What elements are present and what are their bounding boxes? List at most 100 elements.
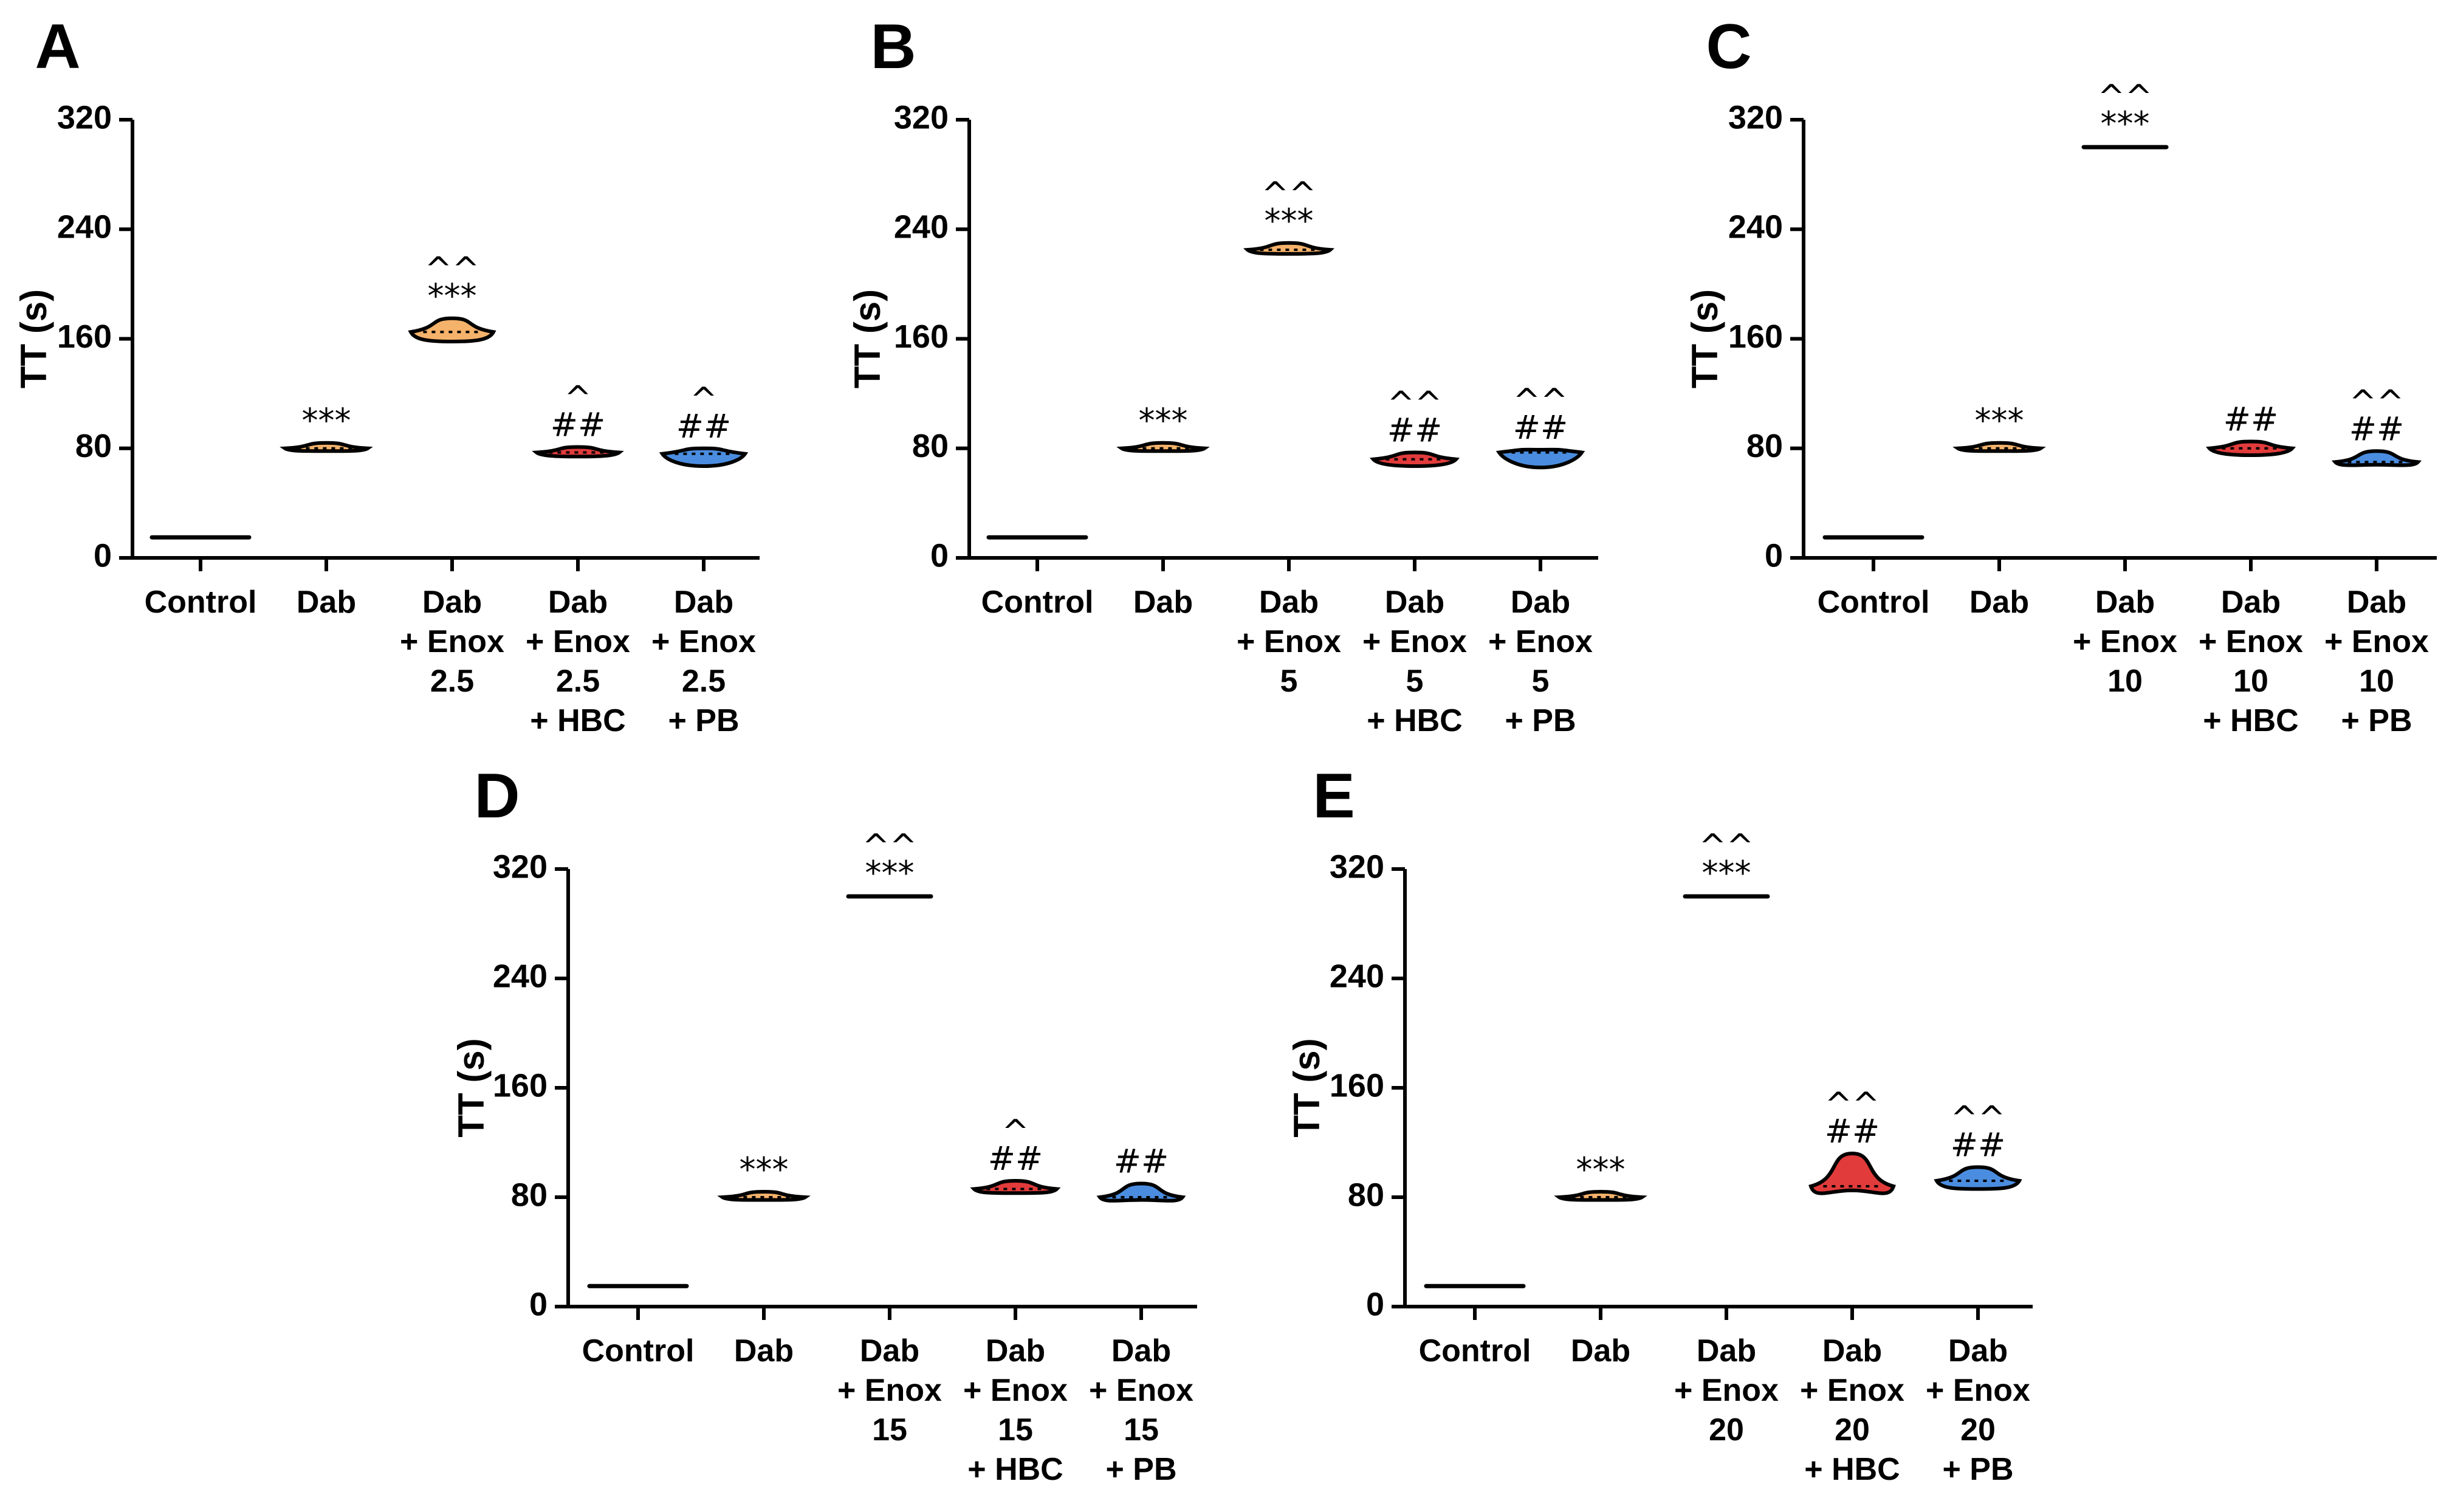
x-tick-label: + PB <box>1942 1452 2013 1487</box>
x-tick-label: 10 <box>2107 664 2143 699</box>
violin <box>1952 441 2046 453</box>
panel-a: A TT (s) 0 80 160 240 320 Control Dab *** Dab + Eno… <box>13 12 760 738</box>
x-tick-label: 20 <box>1835 1412 1870 1448</box>
x-tick-label: Dab <box>1511 585 1570 620</box>
x-tick-label: + Enox <box>2324 624 2429 659</box>
x-tick-label: Control <box>145 585 257 620</box>
y-tick-label: 240 <box>493 958 548 994</box>
x-tick-label: Dab <box>2347 585 2406 620</box>
x-tick-label: Control <box>981 585 1094 620</box>
x-tick-label: + Enox <box>651 624 756 659</box>
violin <box>717 1189 811 1202</box>
significance-marker: ^ <box>690 380 717 419</box>
x-tick-label: Dab <box>1969 585 2029 620</box>
y-tick-label: 320 <box>894 99 949 136</box>
x-tick-label: Dab <box>1948 1333 2008 1369</box>
x-tick-label: + HBC <box>2203 703 2298 738</box>
y-tick-label: 320 <box>1330 848 1384 885</box>
violin <box>1934 1165 2022 1191</box>
x-tick-label: Dab <box>2221 585 2281 620</box>
violin <box>970 1178 1061 1195</box>
x-tick-label: 20 <box>1960 1412 1996 1448</box>
violin <box>1243 241 1335 256</box>
x-tick-label: 2.5 <box>682 664 726 699</box>
y-tick-label: 320 <box>1728 99 1783 136</box>
x-tick-label: + PB <box>1505 703 1576 738</box>
panel-letter: B <box>870 12 916 82</box>
y-tick-label: 80 <box>1746 428 1783 464</box>
y-tick-label: 240 <box>1728 209 1783 246</box>
panel-letter: A <box>35 12 80 82</box>
significance-marker: ## <box>1825 1112 1880 1150</box>
significance-marker: ^^ <box>862 827 918 865</box>
significance-marker: *** <box>865 854 915 892</box>
x-tick-label: Dab <box>548 585 608 620</box>
significance-marker: ^^ <box>1262 175 1317 213</box>
violin <box>1495 447 1585 470</box>
x-tick-label: + Enox <box>1237 624 1341 659</box>
x-tick-label: + Enox <box>1926 1373 2030 1408</box>
x-tick-label: + HBC <box>1367 703 1462 738</box>
x-tick-label: 20 <box>1709 1412 1744 1448</box>
x-tick-label: Control <box>1818 585 1930 620</box>
x-tick-label: + Enox <box>2199 624 2303 659</box>
x-tick-label: + Enox <box>837 1373 942 1408</box>
y-tick-label: 0 <box>930 537 949 574</box>
y-tick-label: 0 <box>1765 537 1783 574</box>
panel-letter: C <box>1706 12 1751 82</box>
significance-marker: ## <box>1513 408 1568 447</box>
significance-marker: *** <box>302 402 351 440</box>
y-tick-label: 320 <box>493 848 548 885</box>
y-tick-label: 160 <box>1330 1067 1384 1104</box>
x-tick-label: + PB <box>2341 703 2412 738</box>
violin <box>408 316 496 344</box>
significance-marker: ^ <box>564 379 591 417</box>
violin <box>659 446 749 469</box>
y-axis-label: TT (s) <box>451 1038 492 1137</box>
y-tick-label: 160 <box>57 318 112 355</box>
y-tick-label: 0 <box>529 1286 548 1322</box>
significance-marker: *** <box>2101 105 2150 143</box>
x-tick-label: Control <box>582 1333 695 1369</box>
x-tick-label: Dab <box>734 1333 794 1369</box>
significance-marker: ^ <box>1001 1113 1029 1151</box>
panel-letter: E <box>1313 761 1355 831</box>
significance-marker: ^^ <box>1951 1099 2006 1138</box>
x-tick-label: Dab <box>1259 585 1319 620</box>
x-tick-label: Dab <box>674 585 733 620</box>
panel-b: B TT (s) 0 80 160 240 320 Control Dab *** Dab + Eno… <box>847 12 1598 738</box>
y-tick-label: 240 <box>57 209 112 246</box>
x-tick-label: + Enox <box>1800 1373 1904 1408</box>
x-tick-label: + HBC <box>967 1452 1063 1487</box>
y-axis-label: TT (s) <box>1286 1038 1327 1137</box>
y-axis-label: TT (s) <box>847 289 888 388</box>
x-tick-label: + PB <box>668 703 739 738</box>
y-tick-label: 240 <box>1330 958 1384 994</box>
significance-marker: ^^ <box>1699 827 1754 865</box>
y-axis-label: TT (s) <box>1684 289 1725 388</box>
violin <box>2331 449 2422 467</box>
panel-c: C TT (s) 0 80 160 240 320 Control Dab *** Dab + Eno… <box>1684 12 2437 738</box>
x-tick-label: 15 <box>872 1412 907 1448</box>
x-tick-label: 10 <box>2233 664 2268 699</box>
panel-e: E TT (s) 0 80 160 240 320 Control Dab *** Dab + Eno… <box>1286 761 2033 1487</box>
panel-letter: D <box>474 761 520 831</box>
y-tick-label: 320 <box>57 99 112 136</box>
significance-marker: *** <box>1975 402 2024 440</box>
x-tick-label: + Enox <box>1362 624 1467 659</box>
y-tick-label: 160 <box>894 318 949 355</box>
x-tick-label: Dab <box>2095 585 2155 620</box>
significance-marker: ## <box>1114 1143 1169 1181</box>
significance-marker: ^^ <box>1387 385 1443 423</box>
x-tick-label: Dab <box>1133 585 1193 620</box>
significance-marker: ## <box>988 1139 1043 1178</box>
x-tick-label: 2.5 <box>430 664 474 699</box>
x-tick-label: + Enox <box>1674 1373 1779 1408</box>
x-tick-label: Dab <box>1822 1333 1882 1369</box>
x-tick-label: 5 <box>1532 664 1550 699</box>
x-tick-label: Dab <box>297 585 356 620</box>
panel-d: D TT (s) 0 80 160 240 320 Control Dab *** Dab + Eno… <box>451 761 1197 1487</box>
x-tick-label: + HBC <box>1804 1452 1900 1487</box>
significance-marker: ## <box>551 405 606 444</box>
